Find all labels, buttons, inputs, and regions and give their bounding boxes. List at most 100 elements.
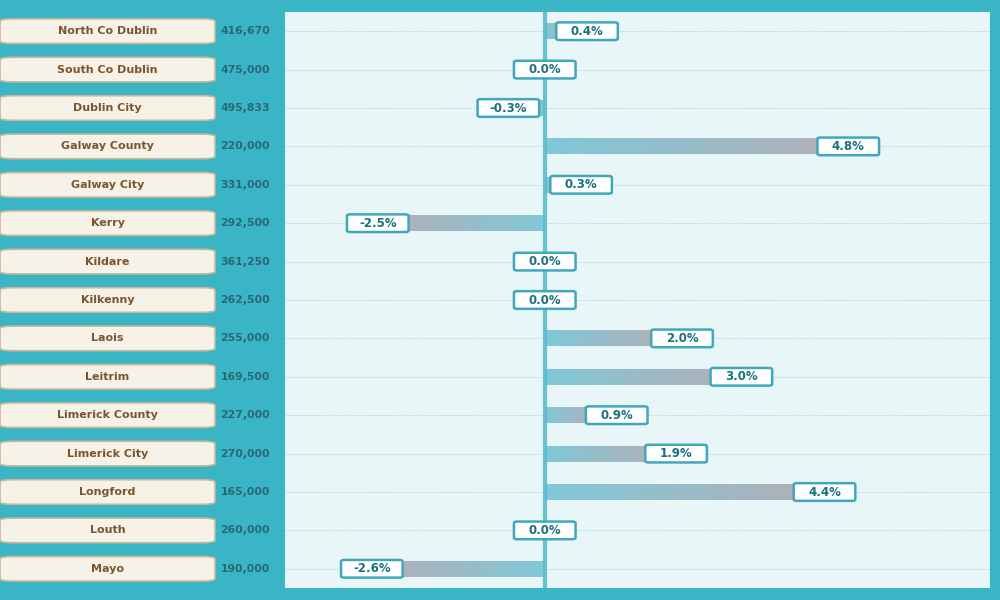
Text: Leitrim: Leitrim [85,372,130,382]
Bar [642,331,644,346]
FancyBboxPatch shape [478,99,539,117]
Bar [728,484,733,500]
Bar [545,446,547,461]
Bar [686,484,691,500]
Text: Galway City: Galway City [71,180,144,190]
Bar [546,407,547,423]
Bar [567,446,570,461]
Bar [563,407,564,423]
Bar [550,139,556,154]
Bar [676,139,682,154]
Bar [626,446,628,461]
Bar [642,446,644,461]
Bar [649,331,652,346]
Bar [563,369,566,385]
Bar [652,331,654,346]
Bar [717,484,722,500]
Bar [552,369,555,385]
Bar [566,407,567,423]
Bar [602,484,607,500]
Bar [750,139,756,154]
Bar [801,484,806,500]
Bar [539,561,542,577]
Bar [607,139,613,154]
Bar [705,369,709,385]
Bar [602,139,607,154]
FancyBboxPatch shape [550,176,612,194]
Text: Kerry: Kerry [90,218,124,228]
Bar [515,215,518,231]
Text: 4.8%: 4.8% [832,140,865,153]
Bar [585,407,586,423]
Text: 227,000: 227,000 [221,410,270,420]
Text: -2.5%: -2.5% [359,217,397,230]
Bar [656,331,659,346]
Bar [557,331,559,346]
Bar [390,561,393,577]
Bar [424,561,427,577]
Bar [465,215,468,231]
Bar [579,407,580,423]
Text: Dublin City: Dublin City [73,103,142,113]
Bar [579,446,581,461]
Text: 220,000: 220,000 [221,142,270,151]
Bar [480,561,483,577]
FancyBboxPatch shape [0,288,215,312]
Bar [613,484,618,500]
Bar [796,484,801,500]
Bar [582,407,583,423]
Bar [670,484,675,500]
Bar [453,215,456,231]
Bar [415,561,418,577]
Bar [552,331,554,346]
Bar [556,446,558,461]
FancyBboxPatch shape [347,214,409,232]
Bar [452,561,455,577]
Bar [427,561,431,577]
Bar [497,215,500,231]
Bar [565,407,566,423]
Bar [587,484,592,500]
Bar [590,139,596,154]
Bar [571,331,573,346]
Bar [554,407,555,423]
Bar [474,561,477,577]
FancyBboxPatch shape [514,521,576,539]
Bar [624,446,626,461]
Bar [710,139,716,154]
Bar [573,407,574,423]
Text: Kildare: Kildare [85,257,130,266]
Bar [603,446,606,461]
Bar [727,139,733,154]
Bar [414,215,417,231]
Bar [665,484,670,500]
Bar [677,369,680,385]
Text: Laois: Laois [91,334,124,343]
Bar [444,215,447,231]
Bar [597,407,598,423]
Bar [644,484,649,500]
Bar [542,215,545,231]
Bar [669,369,673,385]
Bar [641,369,644,385]
Bar [535,561,539,577]
Bar [651,446,653,461]
Bar [597,446,599,461]
Bar [630,139,636,154]
Bar [550,484,555,500]
Bar [412,561,415,577]
Bar [698,369,701,385]
Text: 0.9%: 0.9% [600,409,633,422]
Bar [447,215,450,231]
Bar [545,484,550,500]
Bar [571,407,573,423]
Bar [494,215,497,231]
Bar [661,331,663,346]
Bar [609,369,612,385]
Bar [673,369,677,385]
Bar [559,407,560,423]
Bar [511,561,514,577]
Bar [597,331,599,346]
Bar [618,484,623,500]
FancyBboxPatch shape [0,442,215,466]
